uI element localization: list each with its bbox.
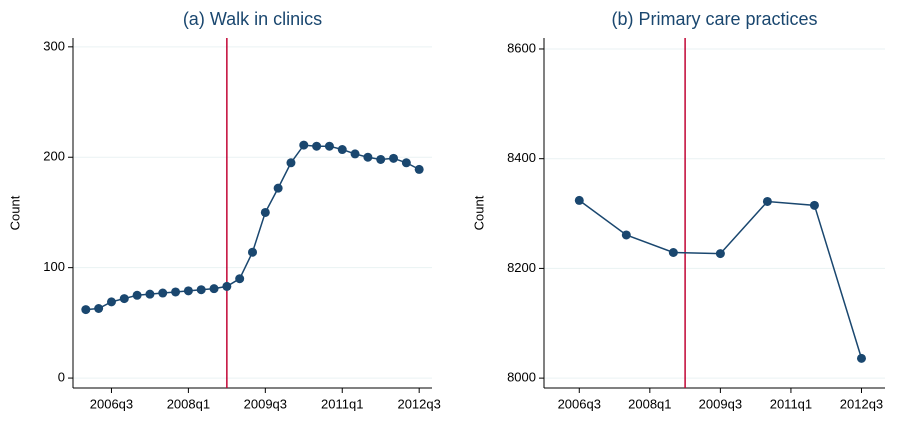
data-point: [376, 154, 386, 164]
y-tick-label: 0: [58, 370, 65, 385]
data-point: [119, 294, 129, 304]
data-point: [299, 140, 309, 150]
data-point: [809, 200, 819, 210]
data-point: [222, 281, 232, 291]
x-tick-label: 2012q3: [840, 396, 883, 411]
x-tick-label: 2009q3: [699, 396, 742, 411]
data-point: [209, 284, 219, 294]
data-point: [171, 287, 181, 297]
y-tick-label: 8400: [507, 150, 536, 165]
data-point: [145, 289, 155, 299]
series-line: [85, 144, 420, 311]
x-tick-label: 2006q3: [90, 396, 133, 411]
y-tick-label: 8200: [507, 260, 536, 275]
data-point: [574, 195, 584, 205]
data-point: [668, 247, 678, 257]
data-point: [337, 145, 347, 155]
data-point: [621, 230, 631, 240]
data-point: [401, 158, 411, 168]
chart-title: (a) Walk in clinics: [183, 9, 322, 29]
x-tick-label: 2011q1: [770, 396, 812, 411]
x-tick-label: 2006q3: [558, 396, 601, 411]
data-point: [132, 290, 142, 300]
y-tick-label: 8600: [507, 40, 536, 55]
x-tick-label: 2011q1: [321, 396, 363, 411]
data-point: [94, 304, 104, 314]
x-tick-label: 2012q3: [397, 396, 440, 411]
x-tick-label: 2008q1: [167, 396, 210, 411]
data-point: [196, 285, 206, 295]
y-axis-label: Count: [7, 195, 22, 230]
data-point: [260, 207, 270, 217]
y-tick-label: 8000: [507, 370, 536, 385]
x-tick-label: 2008q1: [628, 396, 671, 411]
data-point: [762, 196, 772, 206]
data-point: [158, 288, 168, 298]
series-line: [578, 199, 863, 359]
data-point: [273, 183, 283, 193]
data-point: [856, 353, 866, 363]
data-point: [248, 247, 257, 257]
y-axis-label: Count: [471, 195, 486, 230]
data-point: [106, 297, 116, 307]
chart-title: (b) Primary care practices: [611, 9, 817, 29]
data-point: [235, 274, 245, 284]
y-tick-label: 100: [43, 259, 65, 274]
data-point: [324, 141, 334, 151]
data-point: [715, 249, 725, 259]
data-point: [312, 141, 322, 151]
x-tick-label: 2009q3: [244, 396, 287, 411]
y-tick-label: 300: [43, 38, 65, 53]
data-point: [363, 152, 373, 162]
y-tick-label: 200: [43, 149, 65, 164]
data-point: [81, 305, 91, 315]
data-point: [350, 149, 360, 159]
data-point: [389, 153, 399, 163]
data-point: [286, 158, 296, 168]
data-point: [183, 286, 193, 296]
data-point: [414, 164, 424, 174]
